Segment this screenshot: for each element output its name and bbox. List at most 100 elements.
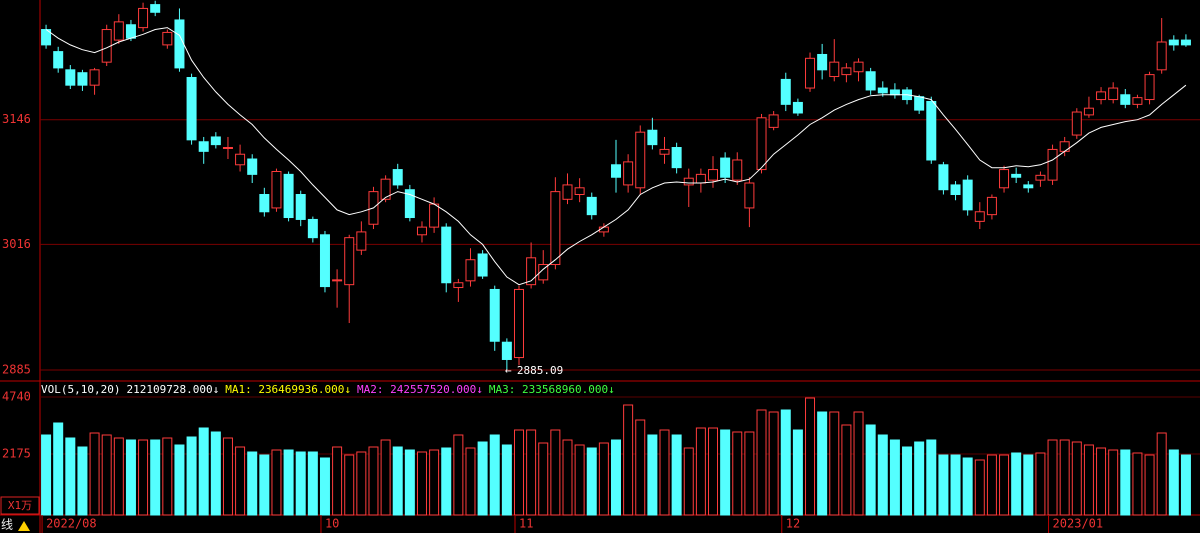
unit-label: X1万 [8,499,32,512]
volume-bar [1011,452,1022,516]
volume-bar [1144,454,1155,516]
candle-body [332,279,343,282]
candle-body [986,196,997,216]
candle-body [708,169,719,181]
candle-body [477,253,488,277]
volume-bar [695,427,706,516]
candle-body [150,4,161,13]
volume-bar [235,446,246,516]
candle-body [271,170,282,209]
candle-body [829,61,840,78]
candle-body [235,153,246,166]
volume-bar [914,441,925,516]
candle-body [562,184,573,200]
legend-title: VOL(5,10,20) [41,383,121,396]
volume-bar [210,431,221,516]
volume-bar [1059,439,1070,516]
volume-bar [768,411,779,516]
volume-bar [744,431,755,516]
candle-body [283,173,294,219]
candle-body [222,147,233,150]
volume-bar [708,427,719,516]
candle-body [1011,173,1022,178]
candle-body [671,147,682,169]
volume-bar [259,454,270,516]
candle-body [198,141,209,152]
candle-body [659,148,670,155]
candle-body [768,114,779,128]
candle-body [174,19,185,69]
volume-bar [829,411,840,516]
volume-bar [174,444,185,516]
candle-body [344,237,355,286]
candle-body [538,264,549,281]
volume-bar [77,446,88,516]
volume-bar [513,429,524,516]
candle-body [1023,184,1034,189]
volume-bar [780,409,791,516]
mode-label: 线 [1,518,13,532]
candle-body [259,194,270,213]
candle-body [974,211,985,222]
volume-bar [125,439,136,516]
candle-body [1083,107,1094,116]
volume-bar [319,457,330,516]
candle-body [295,194,306,220]
volume-bar [562,439,573,516]
candle-body [441,226,452,284]
candle-body [489,288,500,342]
volume-bar [101,434,112,516]
candle-body [465,259,476,282]
candle-body [792,101,803,114]
candle-body [89,69,100,86]
candle-body [720,157,731,178]
candle-body [1047,148,1058,181]
y-tick-label: 3016 [2,237,31,251]
candle-body [416,226,427,236]
volume-bar [999,454,1010,516]
candle-body [1071,111,1082,136]
candle-body [877,87,888,94]
candle-body [647,129,658,146]
candle-body [319,234,330,288]
candle-body [853,61,864,73]
volume-bar [1132,452,1143,516]
candle-body [380,178,391,200]
volume-bar [1108,449,1119,516]
volume-bar [489,434,500,516]
candle-body [1108,87,1119,101]
volume-bar [538,442,549,516]
legend-entry: MA2: 242557520.000↓ [357,383,483,396]
candle-body [453,282,464,289]
volume-bar [222,437,233,516]
volume-bar [574,444,585,516]
x-tick-label: 2023/01 [1053,517,1104,531]
candle-body [962,179,973,211]
volume-bar [113,437,124,516]
candle-body [1168,39,1179,46]
volume-bar [526,429,537,516]
volume-bar [623,404,634,516]
candle-body [744,182,755,209]
volume-bar [720,429,731,516]
x-tick-label: 12 [786,517,800,531]
candle-body [780,78,791,105]
candle-body [65,69,76,86]
candle-body [841,67,852,76]
y-tick-label: 4740 [2,390,31,404]
y-tick-label: 2885 [2,363,31,377]
volume-bar [671,434,682,516]
mode-icon [18,521,30,531]
volume-bar [271,449,282,516]
x-tick-label: 2022/08 [46,517,97,531]
candle-body [162,31,173,46]
moving-average-line [45,27,1187,286]
volume-bar [429,449,440,516]
volume-bar [465,447,476,516]
volume-bar [950,454,961,516]
volume-bar [1120,449,1131,516]
volume-bar [41,434,52,516]
candle-body [41,29,52,46]
volume-bar [198,427,209,516]
